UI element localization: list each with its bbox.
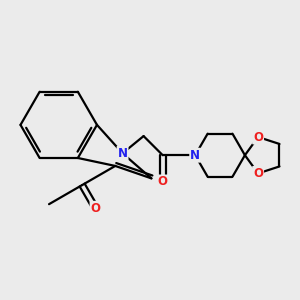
Text: N: N <box>118 147 128 160</box>
Text: O: O <box>91 202 100 215</box>
Text: N: N <box>190 149 200 162</box>
Text: O: O <box>253 130 263 143</box>
Text: O: O <box>253 167 263 180</box>
Text: O: O <box>158 176 168 188</box>
